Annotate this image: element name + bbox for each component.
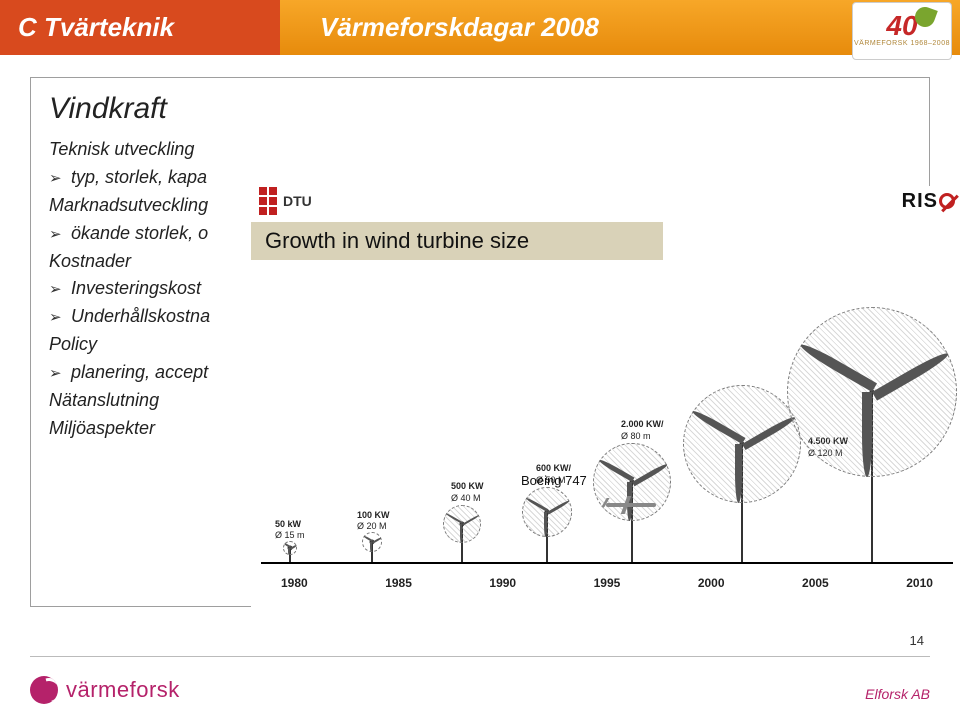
year-label: 2005	[802, 576, 829, 590]
swirl-icon	[30, 676, 58, 704]
turbine-blade	[370, 542, 372, 552]
bullet-text: Investeringskost	[71, 275, 201, 303]
turbine-blade	[735, 444, 742, 503]
anniversary-subtitle: VÄRMEFORSK 1968–2008	[854, 40, 950, 47]
turbine-diameter-label: Ø 20 M	[357, 521, 387, 531]
chart-title: Growth in wind turbine size	[251, 222, 663, 260]
bullet-icon: ➢	[49, 278, 71, 301]
bullet-text: typ, storlek, kapa	[71, 164, 207, 192]
bullet-text: planering, accept	[71, 359, 208, 387]
riso-o-icon	[939, 193, 955, 209]
turbine-blade	[460, 524, 462, 543]
footer-right-text: Elforsk AB	[865, 686, 930, 702]
boeing-label: Boeing 747	[521, 473, 587, 488]
turbine-diameter-label: Ø 40 M	[451, 493, 481, 503]
year-label: 1995	[594, 576, 621, 590]
chart-overlay: DTU RIS Growth in wind turbine size 1980…	[251, 186, 960, 616]
section-heading: Teknisk utveckling	[49, 136, 911, 164]
anniversary-logo: 40 VÄRMEFORSK 1968–2008	[852, 2, 952, 60]
year-label: 1990	[489, 576, 516, 590]
anniversary-number: 40	[886, 15, 917, 37]
bullet-text: Miljöaspekter	[49, 415, 155, 443]
riso-text: RIS	[902, 190, 938, 213]
bullet-icon: ➢	[49, 362, 71, 385]
footer-brand: värmeforsk	[30, 676, 180, 704]
footer-divider	[30, 656, 930, 657]
year-label: 1980	[281, 576, 308, 590]
bullet-text: Kostnader	[49, 248, 131, 276]
riso-logo: RIS	[902, 190, 955, 213]
plane-icon	[596, 498, 666, 512]
page-number: 14	[910, 633, 924, 648]
bullet-icon: ➢	[49, 167, 71, 190]
turbine-blade	[862, 392, 872, 477]
bullet-text: Underhållskostna	[71, 303, 210, 331]
year-label: 1985	[385, 576, 412, 590]
slide-title: Vindkraft	[49, 92, 911, 126]
footer-brand-text: värmeforsk	[66, 677, 180, 703]
year-axis: 1980 1985 1990 1995 2000 2005 2010	[261, 576, 953, 590]
bullet-text: Policy	[49, 331, 97, 359]
turbine-diameter-label: Ø 15 m	[275, 530, 305, 540]
year-label: 2000	[698, 576, 725, 590]
bullet-icon: ➢	[49, 223, 71, 246]
turbine-blade	[544, 512, 547, 537]
bullet-text: Marknadsutveckling	[49, 192, 208, 220]
chart-area: 1980 1985 1990 1995 2000 2005 2010 50 kWØ 15 m…	[261, 266, 953, 596]
dtu-squares-icon	[259, 187, 277, 215]
turbine-power-label: 50 kW	[275, 519, 301, 529]
turbine-power-label: 500 KW	[451, 481, 484, 491]
turbine-power-label: 2.000 KW/	[621, 419, 664, 429]
footer: värmeforsk Elforsk AB	[0, 656, 960, 716]
bullet-text: ökande storlek, o	[71, 220, 208, 248]
header: C Tvärteknik Värmeforskdagar 2008 40 VÄR…	[0, 0, 960, 55]
bullet-icon: ➢	[49, 306, 71, 329]
chart-logo-row: DTU RIS	[259, 186, 955, 216]
turbine-power-label: 600 KW/	[536, 463, 571, 473]
year-label: 2010	[906, 576, 933, 590]
turbine-power-label: 100 KW	[357, 510, 390, 520]
turbine-blade	[288, 548, 290, 555]
ground-line	[261, 562, 953, 564]
turbine-diameter-label: Ø 80 m	[621, 431, 651, 441]
header-section-label: C Tvärteknik	[0, 0, 280, 55]
bullet-text: Nätanslutning	[49, 387, 159, 415]
slide-body: Vindkraft Teknisk utveckling➢typ, storle…	[30, 77, 930, 607]
bullet-text: Teknisk utveckling	[49, 136, 194, 164]
dtu-logo: DTU	[259, 187, 312, 215]
dtu-text: DTU	[283, 193, 312, 209]
